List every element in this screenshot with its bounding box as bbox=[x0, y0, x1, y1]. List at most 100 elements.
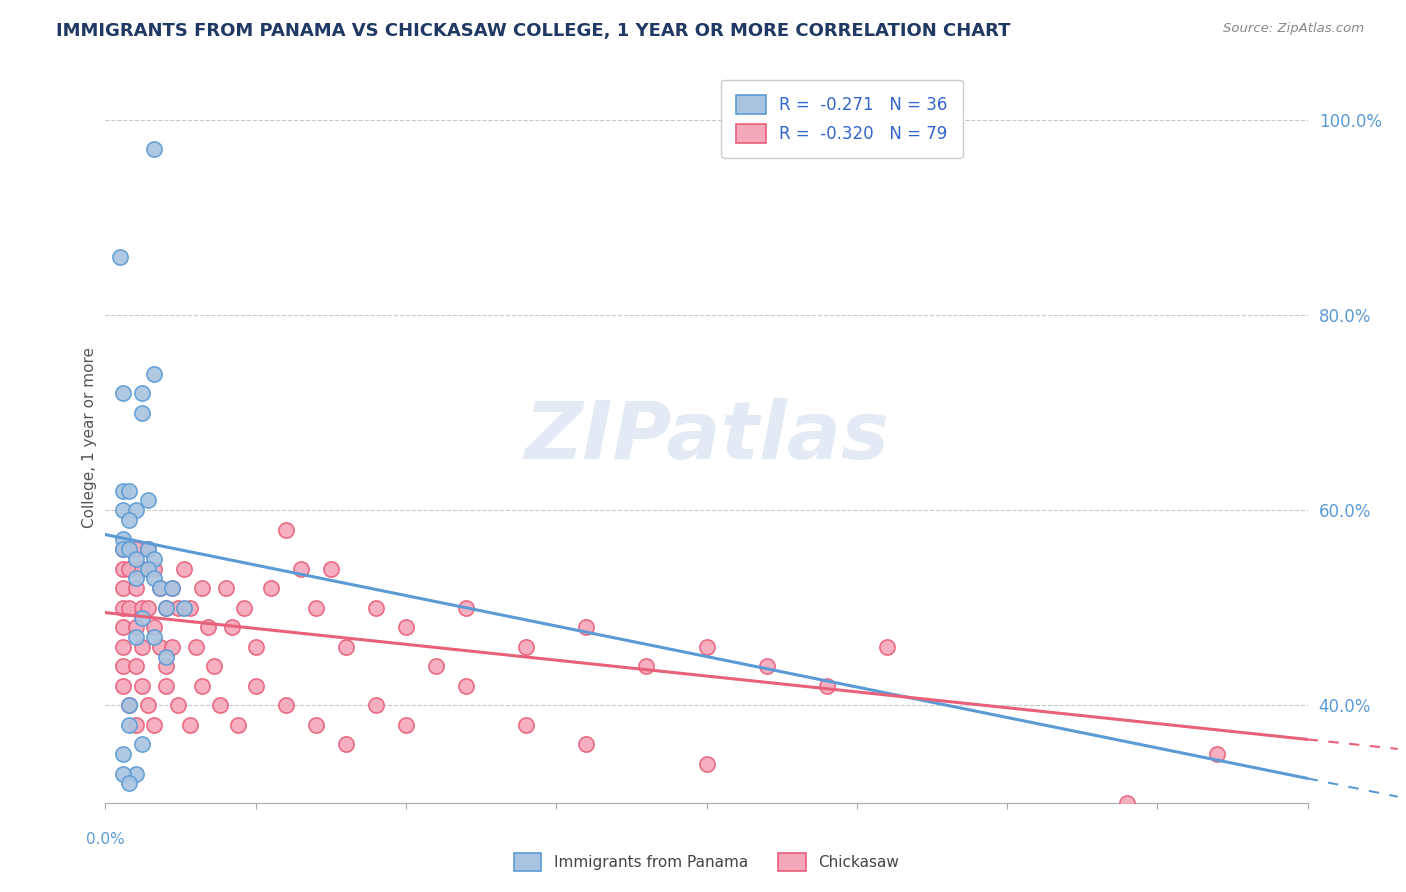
Point bbox=[166, 600, 188, 615]
Point bbox=[208, 698, 231, 713]
Point bbox=[112, 542, 135, 557]
Point bbox=[118, 483, 141, 498]
Point bbox=[319, 562, 342, 576]
Point bbox=[179, 718, 201, 732]
Point bbox=[112, 533, 135, 547]
Point bbox=[395, 718, 418, 732]
Text: ZIPatlas: ZIPatlas bbox=[524, 398, 889, 476]
Point bbox=[118, 513, 141, 527]
Point bbox=[454, 600, 477, 615]
Point bbox=[118, 776, 141, 790]
Point bbox=[136, 542, 159, 557]
Point bbox=[136, 562, 159, 576]
Point bbox=[575, 737, 598, 751]
Point bbox=[118, 600, 141, 615]
Point bbox=[124, 659, 146, 673]
Point bbox=[112, 659, 135, 673]
Legend: Immigrants from Panama, Chickasaw: Immigrants from Panama, Chickasaw bbox=[502, 841, 911, 883]
Point bbox=[160, 640, 183, 654]
Text: IMMIGRANTS FROM PANAMA VS CHICKASAW COLLEGE, 1 YEAR OR MORE CORRELATION CHART: IMMIGRANTS FROM PANAMA VS CHICKASAW COLL… bbox=[56, 22, 1011, 40]
Point bbox=[245, 640, 267, 654]
Point bbox=[305, 600, 328, 615]
Point bbox=[197, 620, 219, 634]
Point bbox=[112, 542, 135, 557]
Point bbox=[515, 718, 537, 732]
Point bbox=[364, 600, 387, 615]
Point bbox=[876, 640, 898, 654]
Point bbox=[155, 600, 177, 615]
Point bbox=[131, 610, 153, 624]
Point bbox=[142, 630, 165, 644]
Point bbox=[118, 562, 141, 576]
Point bbox=[112, 386, 135, 401]
Point bbox=[124, 503, 146, 517]
Point bbox=[179, 600, 201, 615]
Point bbox=[155, 679, 177, 693]
Point bbox=[136, 600, 159, 615]
Point bbox=[221, 620, 243, 634]
Point bbox=[454, 679, 477, 693]
Point bbox=[755, 659, 778, 673]
Point bbox=[274, 523, 297, 537]
Point bbox=[118, 542, 141, 557]
Point bbox=[155, 659, 177, 673]
Point bbox=[124, 581, 146, 595]
Point bbox=[364, 698, 387, 713]
Point bbox=[124, 620, 146, 634]
Point bbox=[425, 659, 447, 673]
Point bbox=[148, 581, 170, 595]
Point bbox=[515, 640, 537, 654]
Point bbox=[214, 581, 236, 595]
Point bbox=[160, 581, 183, 595]
Point bbox=[142, 367, 165, 381]
Point bbox=[173, 600, 195, 615]
Point bbox=[290, 562, 312, 576]
Point bbox=[226, 718, 249, 732]
Point bbox=[232, 600, 254, 615]
Point bbox=[112, 562, 135, 576]
Point bbox=[335, 737, 357, 751]
Point bbox=[112, 679, 135, 693]
Point bbox=[124, 630, 146, 644]
Point bbox=[155, 649, 177, 664]
Point bbox=[142, 142, 165, 156]
Point bbox=[118, 698, 141, 713]
Point bbox=[112, 640, 135, 654]
Point bbox=[142, 572, 165, 586]
Point bbox=[260, 581, 283, 595]
Point bbox=[696, 756, 718, 771]
Point bbox=[131, 737, 153, 751]
Point bbox=[245, 679, 267, 693]
Point bbox=[142, 562, 165, 576]
Point bbox=[118, 698, 141, 713]
Point bbox=[1116, 796, 1139, 810]
Point bbox=[131, 386, 153, 401]
Point bbox=[202, 659, 225, 673]
Point bbox=[131, 679, 153, 693]
Point bbox=[136, 698, 159, 713]
Point bbox=[305, 718, 328, 732]
Point bbox=[166, 698, 188, 713]
Point bbox=[124, 572, 146, 586]
Point bbox=[184, 640, 207, 654]
Point bbox=[131, 600, 153, 615]
Point bbox=[335, 640, 357, 654]
Text: Source: ZipAtlas.com: Source: ZipAtlas.com bbox=[1223, 22, 1364, 36]
Point bbox=[124, 542, 146, 557]
Point bbox=[131, 562, 153, 576]
Point bbox=[124, 552, 146, 566]
Point bbox=[112, 503, 135, 517]
Point bbox=[131, 640, 153, 654]
Point bbox=[142, 718, 165, 732]
Point bbox=[190, 581, 212, 595]
Point bbox=[815, 679, 838, 693]
Point bbox=[136, 542, 159, 557]
Point bbox=[112, 766, 135, 780]
Point bbox=[136, 493, 159, 508]
Point bbox=[575, 620, 598, 634]
Point bbox=[155, 600, 177, 615]
Point bbox=[112, 620, 135, 634]
Point bbox=[131, 406, 153, 420]
Point bbox=[118, 718, 141, 732]
Y-axis label: College, 1 year or more: College, 1 year or more bbox=[82, 347, 97, 527]
